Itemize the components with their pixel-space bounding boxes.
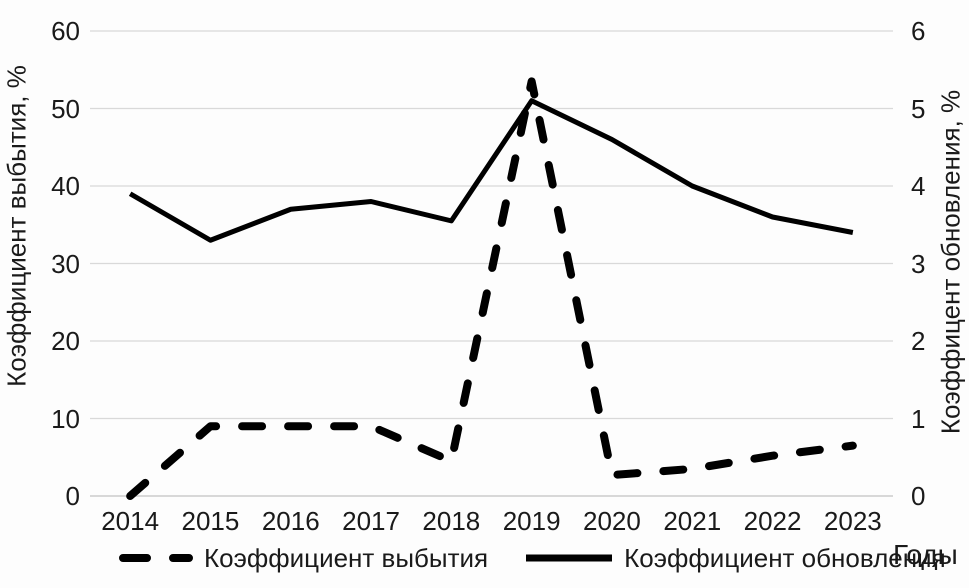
legend-item-renewal: Коэффициент обновления	[524, 543, 946, 574]
left-axis-tick-label: 10	[51, 403, 80, 434]
x-axis-tick-label: 2016	[261, 506, 320, 536]
right-axis-tick-label: 0	[911, 481, 926, 511]
series-line-dashed	[126, 77, 857, 500]
left-axis-tick-label: 30	[51, 248, 80, 279]
right-axis-tick-label: 6	[911, 16, 926, 46]
right-axis-tick-label: 1	[911, 403, 926, 434]
x-axis-tick-label: 2019	[502, 506, 561, 536]
right-axis-tick-label: 5	[911, 93, 926, 124]
x-axis-title: Годы	[893, 539, 958, 570]
left-axis-tick-label: 50	[51, 93, 80, 124]
left-axis-tick-label: 20	[51, 326, 80, 356]
left-axis-tick-label: 40	[51, 171, 80, 201]
right-axis-tick-label: 4	[911, 171, 926, 201]
x-axis-tick-label: 2023	[823, 506, 882, 536]
series-line-solid	[128, 98, 854, 243]
legend: Коэффициент выбытия Коэффициент обновлен…	[118, 541, 946, 575]
legend-item-retirement: Коэффициент выбытия	[118, 543, 488, 574]
x-axis-tick-label: 2018	[422, 506, 481, 536]
legend-label-renewal: Коэффициент обновления	[624, 542, 946, 573]
x-axis-tick-label: 2021	[663, 506, 722, 536]
right-axis-tick-label: 2	[911, 326, 926, 356]
legend-label-retirement: Коэффициент выбытия	[204, 542, 489, 573]
x-axis-tick-label: 2014	[101, 506, 160, 536]
x-axis-tick-label: 2020	[583, 506, 641, 536]
x-axis-tick-label: 2015	[181, 506, 240, 536]
dashed-line-sample-icon	[119, 554, 193, 562]
x-axis-tick-label: 2017	[342, 506, 400, 536]
left-axis-tick-label: 60	[51, 16, 80, 46]
x-axis-tick-label: 2022	[743, 506, 802, 536]
left-axis-tick-label: 0	[65, 481, 80, 511]
right-axis-tick-label: 3	[911, 248, 926, 279]
solid-line-sample-icon	[526, 554, 613, 562]
